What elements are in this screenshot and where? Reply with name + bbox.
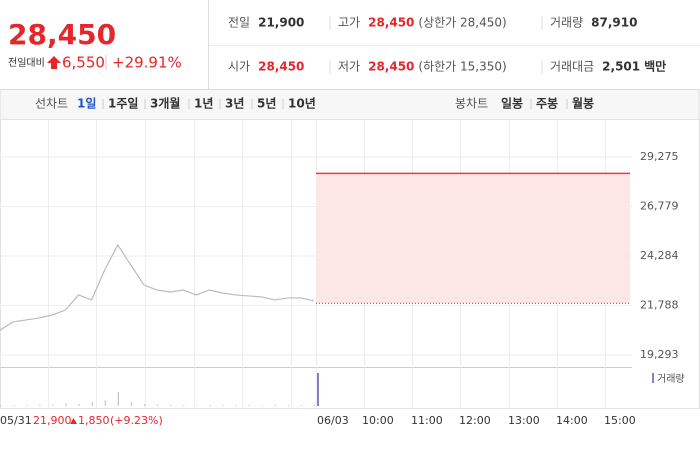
info-label: 전일 [228,16,250,30]
x-tick-label: 14:00 [556,414,588,427]
volume-bar [287,405,290,406]
summary-close: 21,900 [33,414,72,427]
x-tick-label: 11:00 [411,414,443,427]
range-area [316,173,630,304]
x-tick-label: 05/31 [0,414,32,427]
volume-bar [222,405,224,406]
volume-bar [314,404,316,406]
change-label: 전일대비 [8,57,45,69]
volume-bar [170,404,172,406]
info-value: 87,910 [591,16,637,30]
price-line [0,243,315,331]
volume-bar [65,403,67,406]
volume-bar [274,404,276,406]
volume-bar [261,405,263,406]
x-tick-label: 15:00 [604,414,636,427]
y-tick-label: 24,284 [640,249,679,262]
volume-bar [317,373,319,406]
volume-bar [196,405,198,406]
volume-bar [13,405,15,406]
info-label: 고가 [338,16,360,30]
price: 28,450 [8,18,116,51]
info-value: 2,501 [602,60,640,74]
legend-swatch [652,373,654,383]
tab[interactable]: 3개월 [150,96,180,111]
volume-bar [143,404,146,406]
info-label: 거래대금 [550,60,594,74]
info-value: 28,450 [368,60,414,74]
volume-bar [91,401,93,406]
x-tick-label: 13:00 [508,414,540,427]
info-label: 저가 [338,60,360,74]
volume-bar [104,400,106,406]
change-pct: +29.91% [112,54,182,72]
x-tick-label: 06/03 [317,414,349,427]
tab[interactable]: 1일 [77,97,96,111]
tab-bar [0,89,700,120]
tab[interactable]: 일봉 [501,97,523,111]
info-unit: 백만 [644,59,666,74]
tab[interactable]: 1주일 [108,97,138,111]
volume-bar [248,405,250,406]
volume-bar [157,404,159,406]
info-value: 21,900 [258,16,304,30]
tab[interactable]: 3년 [225,97,244,111]
tab[interactable]: 1년 [194,97,213,111]
volume-bar [26,405,28,406]
volume-bar [130,402,133,406]
x-tick-label: 12:00 [459,414,491,427]
volume-bar [300,405,303,406]
up-arrow [47,56,61,69]
up-triangle [70,418,77,424]
info-note: (하한가 15,350) [418,60,506,74]
volume-bar [183,405,185,406]
volume-bar [0,405,2,406]
tab[interactable]: 주봉 [536,97,558,111]
x-tick-label: 10:00 [362,414,394,427]
tab-group-label: 봉차트 [455,97,488,111]
info-value: 28,450 [368,16,414,30]
tab[interactable]: 10년 [288,97,316,111]
y-tick-label: 19,293 [640,348,679,361]
y-tick-label: 21,788 [640,299,679,312]
info-label: 거래량 [550,16,583,30]
volume-bar [209,404,211,406]
volume-bar [235,405,237,406]
volume-legend: 거래량 [657,373,685,385]
volume-bar [117,391,119,406]
info-label: 시가 [228,60,250,74]
tab[interactable]: 월봉 [572,96,594,111]
tab[interactable]: 5년 [257,97,276,111]
info-value: 28,450 [258,60,304,74]
info-note: (상한가 28,450) [418,16,506,30]
y-tick-label: 29,275 [640,150,679,163]
volume-bar [52,404,54,406]
summary-pct: (+9.23%) [110,414,163,427]
volume-bar [39,404,41,406]
volume-bar [78,404,80,406]
y-tick-label: 26,779 [640,200,679,213]
summary-change: 1,850 [78,414,110,427]
tab-group-label: 선차트 [35,97,68,111]
change: 6,550 [62,54,105,72]
